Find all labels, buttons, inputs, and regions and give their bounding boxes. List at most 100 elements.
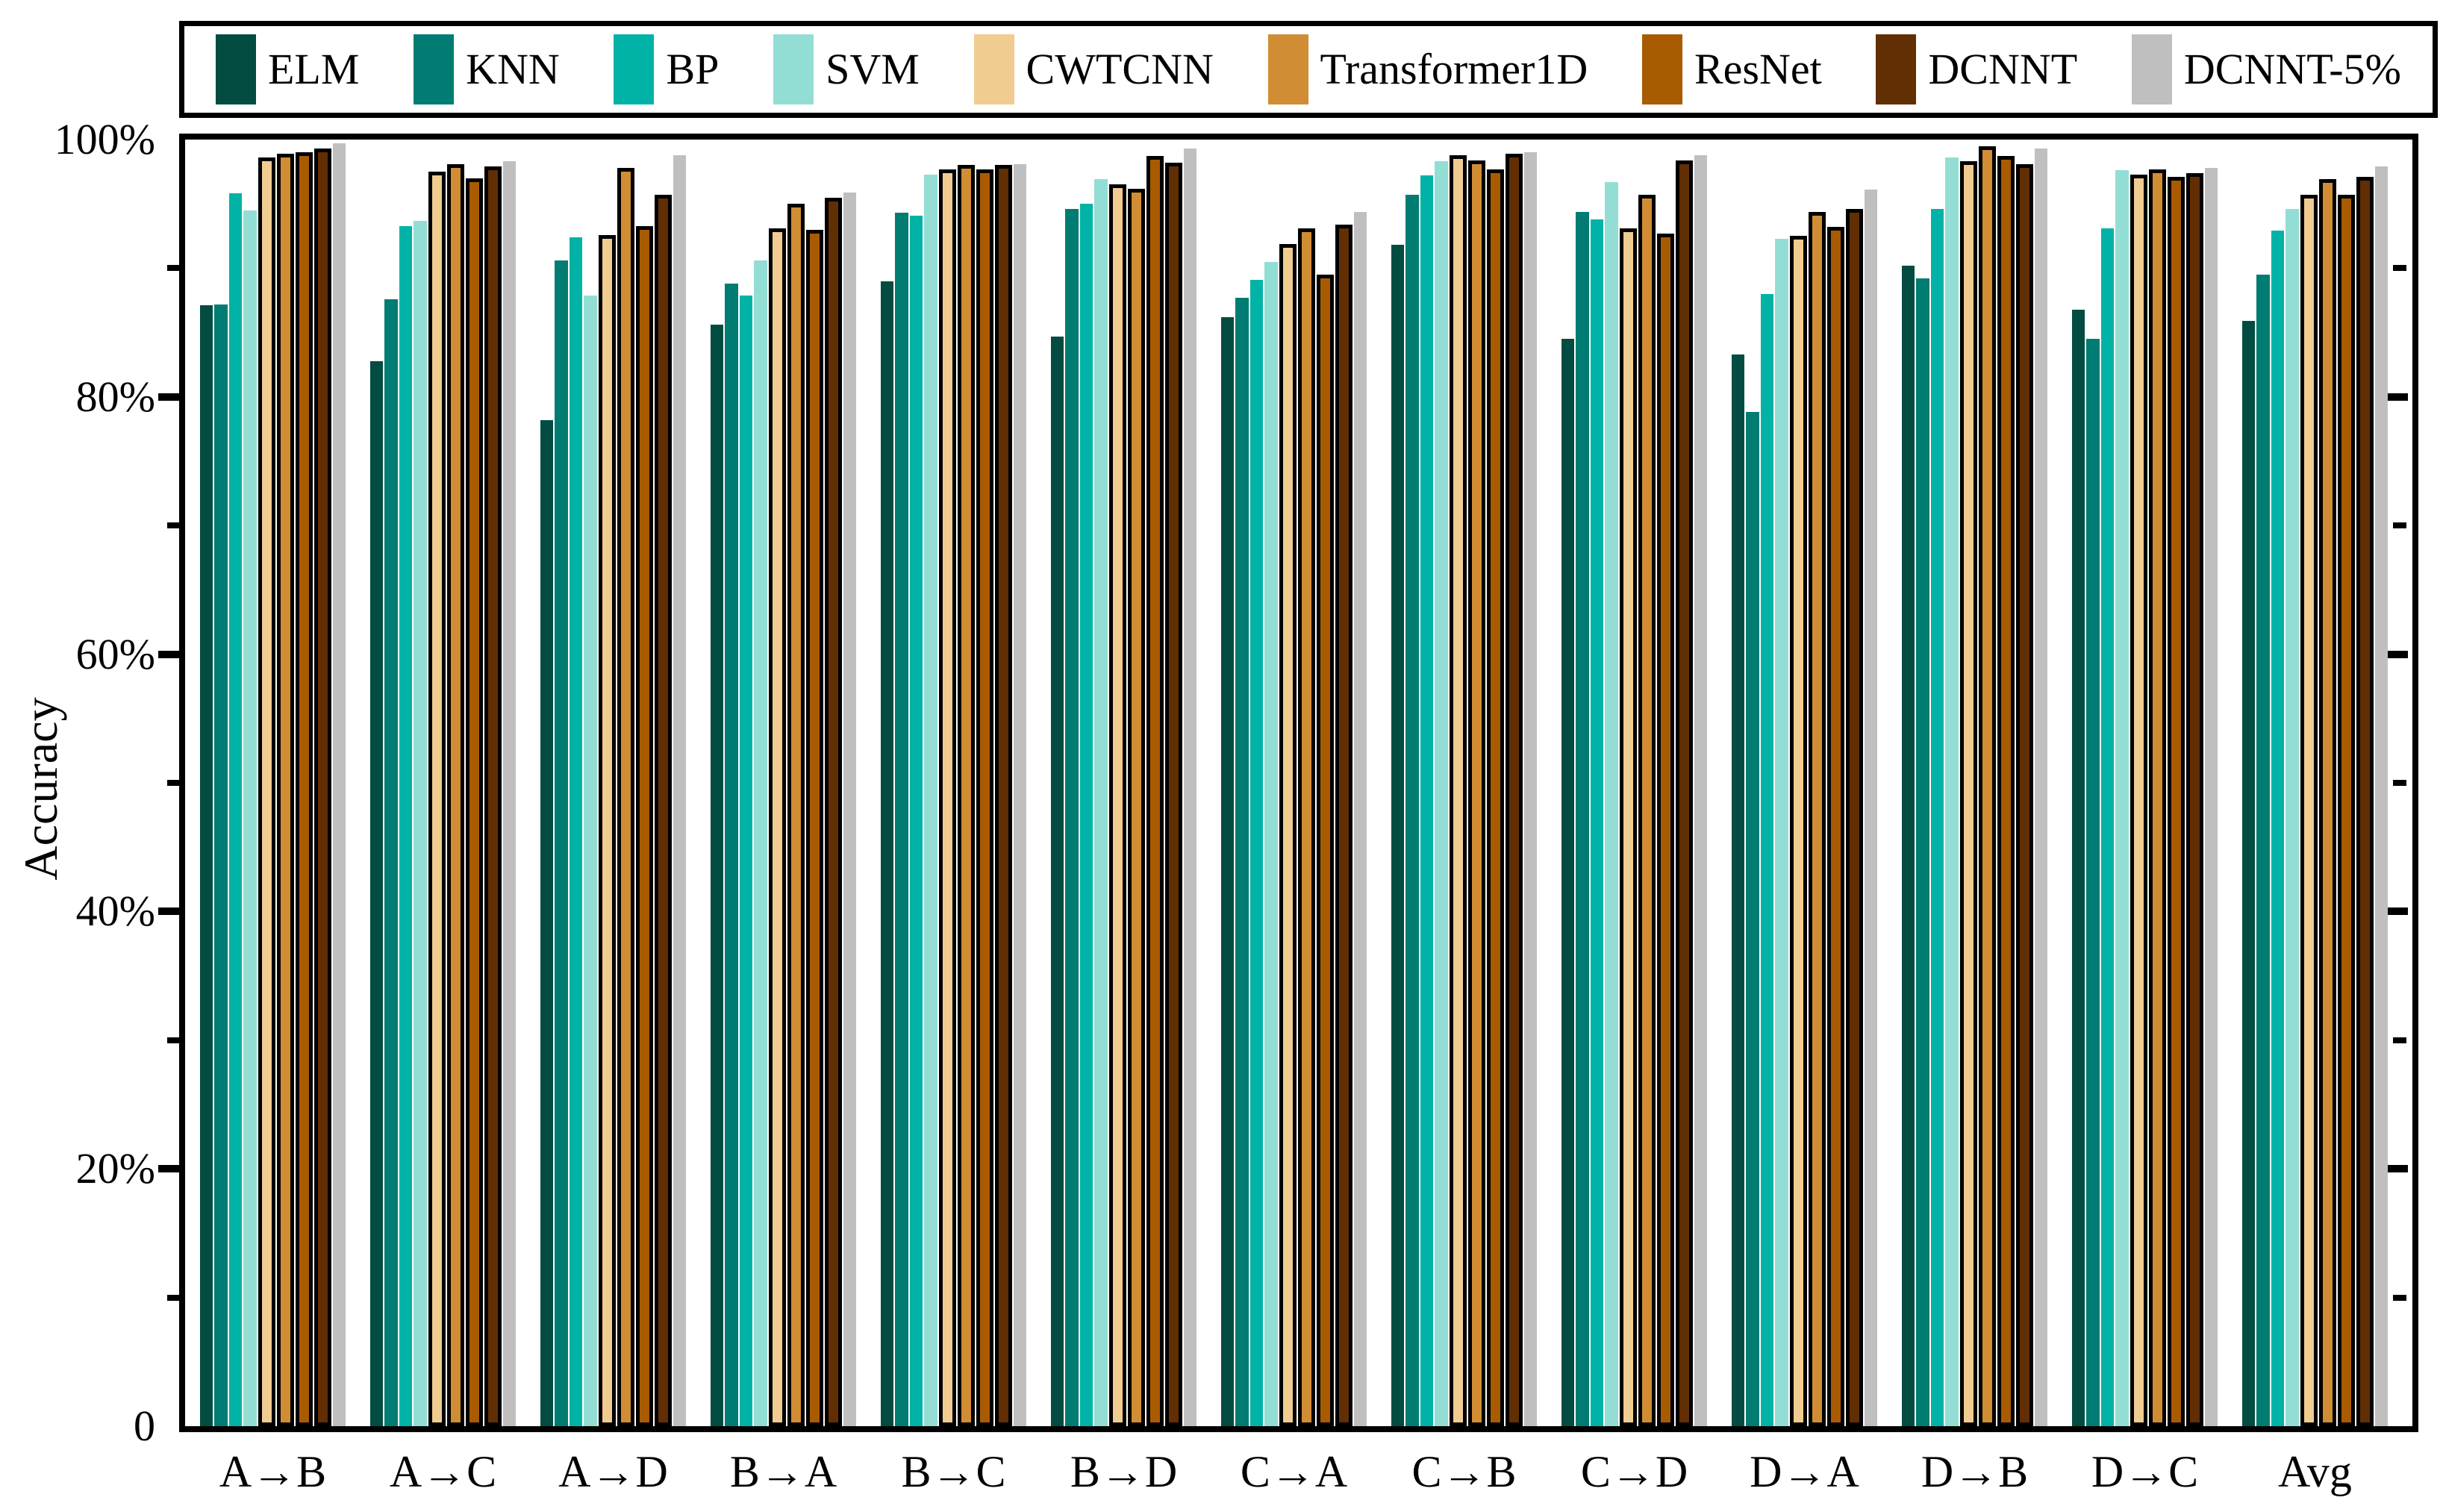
bar-resnet-B→D — [1146, 156, 1164, 1426]
bar-group-D→B — [1901, 140, 2048, 1426]
bar-bp-D→C — [2100, 228, 2115, 1426]
legend-swatch — [1267, 34, 1308, 104]
bar-dcnnt-C→A — [1335, 225, 1352, 1426]
y-minor-tick — [167, 780, 181, 786]
bar-cwtcnn-A→B — [258, 157, 275, 1426]
bar-dcnnt-5%-A→B — [332, 143, 346, 1426]
y-major-tick — [158, 393, 181, 401]
legend-item-transformer1d: Transformer1D — [1267, 34, 1588, 104]
bar-group-B→C — [880, 140, 1027, 1426]
y-minor-tick — [167, 1037, 181, 1043]
bar-elm-D→C — [2071, 310, 2085, 1426]
bar-svm-D→C — [2115, 170, 2129, 1426]
bar-knn-D→B — [1916, 278, 1929, 1426]
bar-cwtcnn-D→B — [1959, 161, 1977, 1426]
bar-cwtcnn-A→C — [428, 172, 446, 1426]
bar-transformer1d-B→C — [957, 165, 975, 1426]
legend-swatch — [773, 34, 814, 104]
bar-knn-A→C — [384, 299, 398, 1426]
y-major-tick-right — [2387, 651, 2408, 658]
bar-elm-C→B — [1391, 245, 1405, 1426]
bar-transformer1d-A→C — [446, 164, 464, 1426]
bar-elm-A→D — [540, 420, 554, 1426]
x-tick-label-A→B: A→B — [219, 1447, 327, 1496]
bar-elm-A→C — [369, 361, 384, 1426]
bar-dcnnt-5%-A→D — [673, 155, 687, 1426]
bar-dcnnt-5%-C→D — [1694, 155, 1708, 1426]
legend-label: CWTCNN — [1026, 45, 1214, 93]
bar-bp-Avg — [2271, 231, 2285, 1426]
bar-elm-A→B — [199, 305, 213, 1426]
x-tick-label-C→B: C→B — [1411, 1447, 1517, 1496]
bar-group-D→C — [2071, 140, 2218, 1426]
bar-cwtcnn-B→A — [768, 228, 786, 1426]
y-minor-tick — [167, 1295, 181, 1301]
bar-cwtcnn-B→C — [938, 169, 956, 1426]
bar-elm-C→A — [1220, 317, 1235, 1426]
y-minor-tick-right — [2393, 780, 2406, 786]
legend-item-knn: KNN — [414, 34, 560, 104]
bar-cwtcnn-C→A — [1279, 244, 1297, 1426]
x-tick-label-B→A: B→A — [729, 1447, 837, 1496]
y-major-tick-right — [2387, 907, 2408, 915]
y-tick-label-80%: 80% — [75, 372, 155, 421]
bar-elm-B→C — [880, 281, 894, 1426]
bar-svm-A→D — [584, 296, 597, 1426]
bar-bp-B→C — [909, 216, 923, 1426]
bar-dcnnt-C→B — [1505, 154, 1523, 1426]
bar-dcnnt-D→B — [2015, 164, 2033, 1426]
bar-resnet-A→B — [295, 152, 313, 1426]
legend-swatch — [1876, 34, 1917, 104]
bar-transformer1d-Avg — [2318, 179, 2336, 1426]
legend-label: DCNNT-5% — [2183, 45, 2401, 93]
legend-item-dcnnt: DCNNT — [1876, 34, 2077, 104]
bar-group-Avg — [2241, 140, 2389, 1426]
bar-cwtcnn-D→A — [1789, 236, 1807, 1426]
bar-transformer1d-D→C — [2148, 169, 2166, 1426]
bar-dcnnt-5%-D→B — [2034, 149, 2048, 1426]
bar-svm-A→B — [243, 210, 257, 1426]
y-major-tick-right — [2387, 393, 2408, 401]
bar-elm-C→D — [1561, 339, 1575, 1426]
y-major-tick-right — [2387, 1165, 2408, 1172]
y-minor-tick-right — [2393, 1037, 2406, 1043]
legend: ELM KNN BP SVM CWTCNN Transformer1D ResNet DCNN… — [179, 21, 2438, 118]
bar-cwtcnn-D→C — [2130, 175, 2147, 1426]
bar-dcnnt-5%-A→C — [502, 161, 517, 1426]
bar-bp-B→D — [1079, 204, 1093, 1426]
y-major-tick — [158, 907, 181, 915]
bar-cwtcnn-C→B — [1449, 155, 1467, 1426]
y-tick-label-0: 0 — [134, 1402, 155, 1450]
bar-dcnnt-A→B — [313, 149, 331, 1426]
x-tick-label-C→D: C→D — [1580, 1447, 1688, 1496]
bar-dcnnt-C→D — [1675, 160, 1693, 1426]
legend-item-elm: ELM — [216, 34, 359, 104]
bar-dcnnt-A→C — [484, 166, 502, 1426]
bar-knn-B→C — [895, 213, 908, 1426]
legend-swatch — [414, 34, 455, 104]
legend-item-dcnnt-5%: DCNNT-5% — [2131, 34, 2401, 104]
bar-svm-A→C — [414, 221, 427, 1426]
bar-cwtcnn-B→D — [1108, 184, 1126, 1426]
y-major-tick — [158, 1165, 181, 1172]
bar-elm-B→D — [1050, 337, 1064, 1426]
y-tick-label-60%: 60% — [75, 630, 155, 678]
y-minor-tick-right — [2393, 522, 2406, 528]
y-tick-label-20%: 20% — [75, 1144, 155, 1193]
bar-group-A→D — [540, 140, 687, 1426]
x-tick-label-D→A: D→A — [1750, 1447, 1859, 1496]
bar-knn-C→B — [1405, 195, 1419, 1426]
bar-group-C→D — [1561, 140, 1708, 1426]
bar-resnet-D→C — [2167, 177, 2185, 1426]
bar-transformer1d-C→D — [1638, 195, 1656, 1426]
bar-elm-Avg — [2241, 321, 2256, 1426]
bar-group-B→D — [1050, 140, 1197, 1426]
legend-swatch — [216, 34, 256, 104]
bar-svm-B→C — [924, 175, 937, 1426]
bar-resnet-D→A — [1826, 227, 1844, 1426]
bar-bp-A→D — [569, 237, 583, 1426]
bar-cwtcnn-C→D — [1619, 228, 1637, 1426]
x-tick-label-D→B: D→B — [1921, 1447, 2029, 1496]
bar-dcnnt-5%-D→C — [2204, 168, 2218, 1426]
legend-item-svm: SVM — [773, 34, 920, 104]
